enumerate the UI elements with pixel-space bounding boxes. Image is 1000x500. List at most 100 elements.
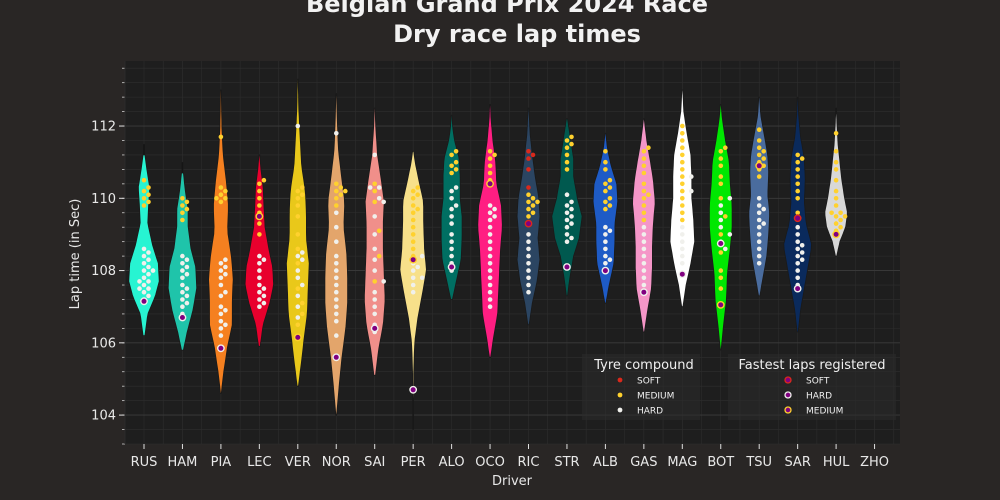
- lap-point-medium: [449, 152, 454, 158]
- lap-point-medium: [343, 188, 348, 194]
- lap-point-medium: [569, 134, 574, 140]
- lap-point-medium: [295, 286, 301, 291]
- lap-point-hard: [487, 246, 493, 252]
- lap-point-hard: [564, 232, 570, 237]
- lap-point-hard: [718, 224, 724, 230]
- lap-point-hard: [718, 203, 724, 208]
- lap-point-medium: [569, 141, 574, 147]
- lap-point-medium: [141, 203, 147, 208]
- lap-point-medium: [257, 181, 262, 187]
- lap-point-medium: [141, 188, 147, 194]
- legend-fastest-marker-soft: [784, 376, 792, 384]
- x-tick-label-sar: SAR: [784, 455, 810, 470]
- lap-points-layer: [137, 123, 848, 394]
- lap-point-medium: [184, 199, 190, 205]
- fastest-lap-marker: [216, 344, 225, 353]
- lap-point-medium: [838, 224, 843, 230]
- lap-point-hard: [141, 253, 147, 259]
- lap-point-hard: [300, 282, 305, 288]
- lap-point-medium: [338, 185, 344, 190]
- lap-point-hard: [453, 203, 459, 208]
- lap-point-medium: [795, 159, 800, 165]
- lap-point-hard: [680, 246, 685, 252]
- lap-point-hard: [257, 253, 262, 259]
- lap-point-medium: [257, 203, 262, 208]
- lap-point-medium: [641, 149, 647, 154]
- lap-point-hard: [487, 268, 493, 273]
- lap-point-hard: [334, 318, 339, 324]
- lap-point-soft: [530, 152, 536, 158]
- x-tick-label-alo: ALO: [439, 455, 465, 470]
- lap-point-hard: [569, 235, 574, 241]
- lap-point-hard: [641, 239, 647, 244]
- lap-point-medium: [295, 196, 301, 201]
- lap-point-medium: [338, 192, 344, 197]
- lap-point-soft: [526, 167, 531, 172]
- lap-point-medium: [146, 199, 151, 205]
- lap-point-medium: [641, 181, 647, 187]
- x-tick-label-tsu: TSU: [745, 455, 772, 470]
- lap-point-hard: [487, 297, 493, 302]
- lap-point-hard: [419, 275, 425, 281]
- lap-point-hard: [146, 286, 151, 291]
- lap-point-hard: [415, 264, 421, 270]
- legend-fastest-laps: Fastest laps registered SOFT HARD MEDIUM: [728, 354, 896, 420]
- lap-point-medium: [607, 177, 613, 183]
- lap-point-hard: [261, 257, 267, 263]
- lap-point-medium: [449, 170, 454, 176]
- x-axis-label: Driver: [492, 474, 533, 489]
- lap-point-hard: [526, 289, 531, 295]
- lap-point-hard: [449, 246, 454, 252]
- lap-point-hard: [334, 304, 339, 310]
- lap-point-medium: [680, 196, 685, 201]
- lap-point-hard: [180, 268, 185, 273]
- lap-point-medium: [410, 196, 416, 201]
- lap-point-hard: [141, 275, 147, 281]
- lap-point-medium: [680, 131, 685, 136]
- lap-point-hard: [410, 275, 416, 281]
- lap-point-medium: [795, 152, 800, 158]
- lap-point-hard: [141, 282, 147, 288]
- lap-point-hard: [141, 268, 147, 273]
- lap-point-medium: [146, 192, 151, 197]
- lap-point-hard: [372, 232, 378, 237]
- lap-point-hard: [295, 315, 301, 320]
- lap-point-hard: [795, 239, 800, 244]
- lap-point-hard: [334, 210, 339, 216]
- lap-point-medium: [756, 174, 762, 179]
- lap-point-hard: [410, 268, 416, 273]
- lap-point-medium: [723, 214, 728, 219]
- lap-point-hard: [223, 257, 228, 263]
- legend-label-medium: MEDIUM: [637, 392, 674, 402]
- lap-point-medium: [723, 145, 728, 150]
- lap-point-hard: [257, 297, 262, 302]
- y-tick-label: 104: [91, 409, 116, 424]
- legend-fastest-label-hard: HARD: [806, 392, 832, 402]
- legend-fastest-marker-hard: [784, 391, 792, 399]
- lap-point-medium: [641, 156, 647, 161]
- lap-point-medium: [141, 177, 147, 183]
- lap-point-hard: [569, 199, 574, 205]
- lap-point-hard: [492, 206, 497, 212]
- lap-point-medium: [257, 221, 262, 226]
- lap-point-medium: [833, 131, 839, 136]
- lap-point-medium: [607, 196, 613, 201]
- lap-point-medium: [410, 210, 416, 216]
- lap-point-hard: [218, 293, 224, 299]
- lap-point-hard: [218, 304, 224, 310]
- lap-point-hard: [334, 253, 339, 259]
- lap-point-medium: [680, 159, 685, 165]
- lap-point-hard: [334, 268, 339, 273]
- lap-point-hard: [526, 275, 531, 281]
- lap-point-medium: [295, 322, 301, 328]
- lap-point-hard: [569, 206, 574, 212]
- y-tick-label: 110: [91, 192, 116, 207]
- x-tick-label-alb: ALB: [593, 455, 618, 470]
- lap-point-hard: [146, 264, 151, 270]
- legend-tyre-compound: Tyre compound SOFT MEDIUM HARD: [582, 354, 700, 420]
- lap-point-hard: [223, 264, 228, 270]
- lap-point-medium: [756, 138, 762, 143]
- fastest-lap-marker: [716, 300, 725, 309]
- lap-point-medium: [603, 181, 608, 187]
- lap-point-medium: [218, 199, 224, 205]
